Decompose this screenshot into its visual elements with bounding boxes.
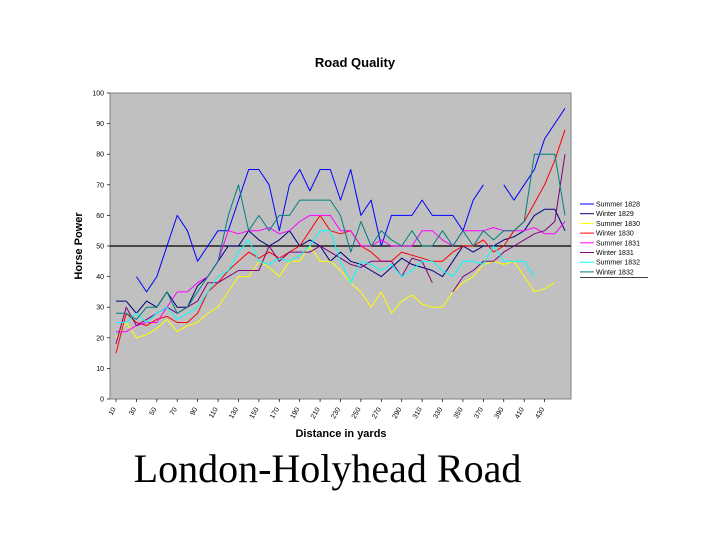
x-tick-label: 310 [412, 406, 424, 420]
series-summer-1828 [135, 108, 566, 293]
y-tick-label: 90 [96, 121, 104, 128]
x-tick-label: 370 [473, 406, 485, 420]
y-tick-label: 30 [96, 305, 104, 312]
series-line [452, 154, 566, 293]
y-axis-label: Horse Power [73, 212, 85, 280]
x-tick-label: 230 [330, 406, 342, 420]
legend-label: Winter 1830 [596, 231, 634, 238]
series-winter-1831 [115, 154, 566, 345]
legend: Summer 1828 Winter 1829 Summer 1830 Winter … [580, 202, 648, 279]
y-tick-label: 50 [96, 244, 104, 251]
legend-label: Winter 1832 [596, 269, 634, 276]
legend-label: Summer 1832 [596, 260, 640, 267]
x-tick-label: 110 [208, 406, 220, 419]
y-tick-label: 0 [100, 397, 104, 404]
y-tick-label: 100 [92, 91, 104, 98]
series-line [115, 245, 433, 345]
series-winter-1829 [116, 208, 566, 314]
x-tick-label: 350 [453, 406, 465, 420]
x-tick-label: 170 [269, 406, 281, 420]
x-tick-label: 150 [249, 406, 261, 420]
series-line [503, 108, 566, 201]
legend-label: Summer 1830 [596, 221, 640, 228]
x-tick-label: 330 [432, 406, 444, 420]
x-tick-label: 290 [392, 406, 404, 420]
series-line [135, 169, 484, 293]
x-tick-label: 90 [189, 406, 199, 416]
legend-label: Winter 1829 [596, 211, 634, 218]
series-summer-1832 [116, 230, 535, 323]
y-tick-label: 60 [96, 213, 104, 220]
series-line [116, 208, 566, 314]
series-line [116, 230, 535, 323]
x-tick-label: 270 [371, 406, 383, 420]
x-tick-label: 130 [228, 406, 240, 420]
x-tick-label: 410 [514, 406, 526, 420]
series-summer-1830 [115, 245, 556, 339]
legend-label: Summer 1828 [596, 202, 640, 209]
y-tick-label: 20 [96, 335, 104, 342]
x-tick-label: 210 [310, 406, 322, 420]
chart-title: Road Quality [315, 55, 396, 70]
caption: London-Holyhead Road [133, 446, 522, 491]
x-tick-label: 250 [351, 406, 363, 420]
series-summer-1831 [116, 214, 566, 333]
x-tick-label: 190 [290, 406, 302, 420]
y-tick-label: 80 [96, 152, 104, 159]
y-tick-label: 40 [96, 274, 104, 281]
x-tick-label: 50 [149, 406, 159, 416]
x-tick-label: 390 [494, 406, 506, 420]
series-line [116, 214, 566, 333]
series-line [116, 153, 566, 320]
y-tick-label: 70 [96, 182, 104, 189]
series-line [115, 245, 556, 339]
series-winter-1832 [116, 153, 566, 320]
x-tick-label: 30 [128, 406, 138, 416]
series-lines [115, 108, 566, 354]
x-axis-label: Distance in yards [295, 428, 386, 440]
legend-label: Summer 1831 [596, 240, 640, 247]
y-axis: 0 10 20 30 40 50 60 70 80 90 100 [92, 91, 110, 404]
x-tick-label: 430 [534, 406, 546, 420]
series-line [115, 129, 566, 354]
x-axis: 10 30 50 70 90 110 130 150 170 190 210 230 250 270 290… [108, 399, 546, 420]
series-winter-1830 [115, 129, 566, 354]
x-tick-label: 70 [169, 406, 179, 416]
y-tick-label: 10 [96, 366, 104, 373]
x-tick-label: 10 [108, 406, 118, 416]
legend-label: Winter 1831 [596, 250, 634, 257]
